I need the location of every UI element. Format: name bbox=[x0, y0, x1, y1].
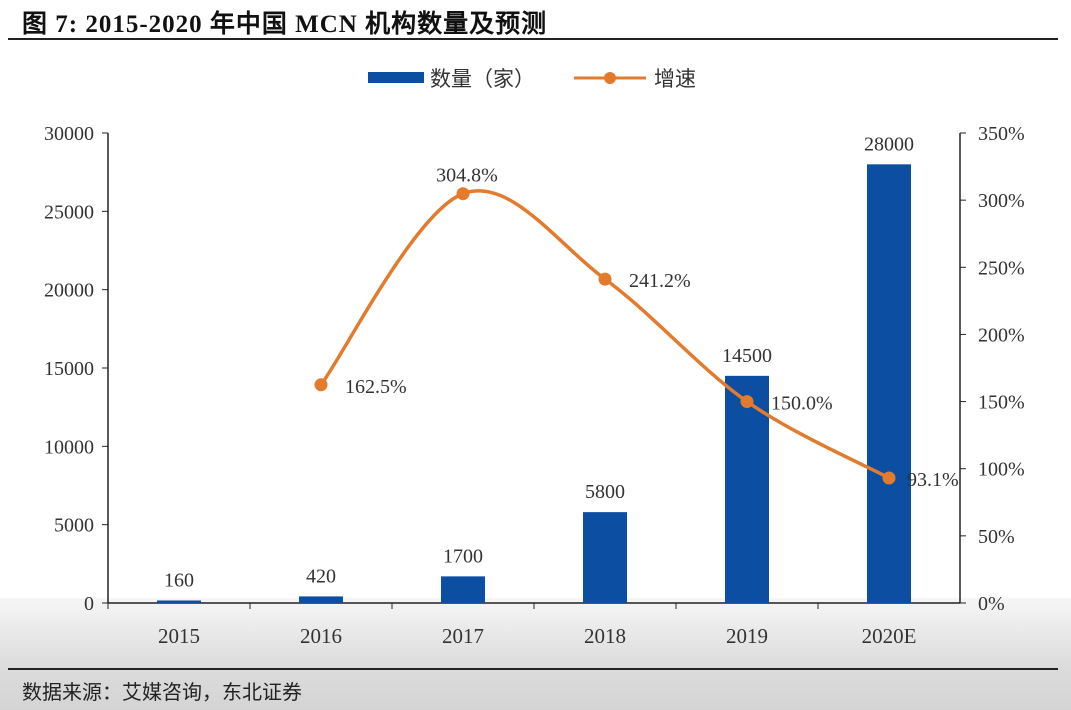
bar-value-label: 420 bbox=[306, 565, 336, 587]
right-tick-label: 100% bbox=[978, 459, 1025, 481]
bar-2019 bbox=[725, 375, 769, 603]
right-tick-label: 350% bbox=[978, 123, 1025, 145]
right-tick-label: 200% bbox=[978, 324, 1025, 346]
bar-value-label: 1700 bbox=[443, 545, 483, 567]
growth-point-2016 bbox=[314, 378, 328, 392]
growth-value-label: 93.1% bbox=[907, 469, 959, 491]
bar-value-label: 5800 bbox=[585, 481, 625, 503]
bar-value-label: 14500 bbox=[722, 345, 772, 367]
left-tick-label: 30000 bbox=[44, 123, 94, 145]
legend: 数量（家） 增速 bbox=[368, 67, 696, 91]
growth-value-label: 162.5% bbox=[345, 376, 407, 398]
bar-2016 bbox=[299, 596, 343, 603]
legend-bar-swatch bbox=[368, 72, 424, 83]
x-tick-label: 2015 bbox=[158, 624, 200, 648]
growth-point-2019 bbox=[740, 395, 754, 409]
bar-2015 bbox=[157, 600, 201, 603]
x-tick-label: 2016 bbox=[300, 624, 342, 648]
bar-2018 bbox=[583, 512, 627, 603]
left-tick-label: 20000 bbox=[44, 280, 94, 302]
left-tick-label: 5000 bbox=[54, 515, 94, 537]
legend-bar-label: 数量（家） bbox=[430, 67, 535, 91]
bar-value-label: 160 bbox=[164, 569, 194, 591]
legend-line-marker bbox=[604, 72, 616, 84]
growth-point-2018 bbox=[598, 272, 612, 286]
growth-value-label: 241.2% bbox=[629, 270, 691, 292]
left-tick-label: 25000 bbox=[44, 201, 94, 223]
right-tick-label: 250% bbox=[978, 257, 1025, 279]
left-tick-label: 10000 bbox=[44, 436, 94, 458]
growth-value-label: 150.0% bbox=[771, 393, 833, 415]
bar-2020E bbox=[867, 164, 911, 604]
x-tick-label: 2020E bbox=[862, 624, 917, 648]
right-tick-label: 0% bbox=[978, 593, 1005, 615]
growth-point-2020E bbox=[882, 471, 896, 485]
source-rule bbox=[8, 668, 1058, 670]
growth-point-2017 bbox=[456, 187, 470, 201]
footer-background bbox=[0, 598, 1071, 710]
right-tick-label: 300% bbox=[978, 190, 1025, 212]
source-note: 数据来源：艾媒咨询，东北证券 bbox=[22, 682, 302, 704]
right-tick-label: 150% bbox=[978, 392, 1025, 414]
title-rule bbox=[8, 38, 1058, 40]
figure-title: 图 7: 2015-2020 年中国 MCN 机构数量及预测 bbox=[22, 11, 548, 38]
x-tick-label: 2019 bbox=[726, 624, 768, 648]
growth-value-label: 304.8% bbox=[436, 165, 498, 187]
left-tick-label: 0 bbox=[84, 593, 94, 615]
x-tick-label: 2018 bbox=[584, 624, 626, 648]
x-tick-label: 2017 bbox=[442, 624, 484, 648]
right-tick-label: 50% bbox=[978, 526, 1015, 548]
legend-line-label: 增速 bbox=[654, 67, 696, 91]
bar-2017 bbox=[441, 576, 485, 603]
growth-line bbox=[319, 189, 890, 480]
bar-value-label: 28000 bbox=[864, 133, 914, 155]
left-tick-label: 15000 bbox=[44, 358, 94, 380]
